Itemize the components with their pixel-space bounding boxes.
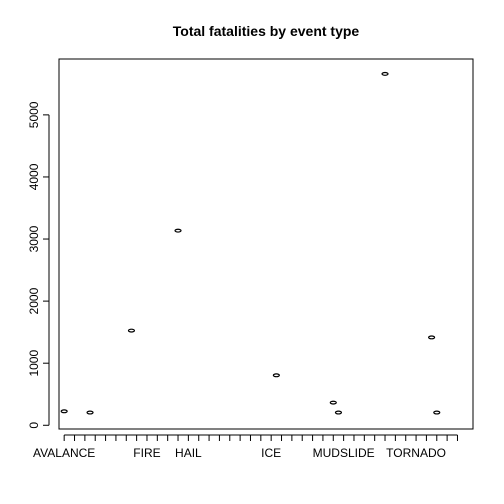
y-tick-label: 2000	[27, 287, 41, 314]
data-point	[174, 228, 182, 233]
y-tick-label: 3000	[27, 225, 41, 252]
x-tick-label: ICE	[261, 446, 281, 460]
x-tick-label: AVALANCE	[33, 446, 95, 460]
chart-title: Total fatalities by event type	[173, 23, 360, 39]
y-axis: 0 1000 2000 3000 4000 5000	[27, 101, 50, 429]
data-point	[334, 410, 343, 415]
data-point	[272, 373, 280, 378]
x-tick-label: TORNADO	[386, 446, 446, 460]
y-tick-label: 1000	[27, 350, 41, 377]
x-axis: AVALANCE FIRE HAIL ICE MUDSLIDE TORNADO	[33, 434, 458, 460]
data-point	[329, 400, 337, 405]
data-point	[433, 410, 441, 415]
data-point	[381, 71, 389, 76]
y-tick-label: 5000	[27, 101, 41, 128]
x-tick-label: HAIL	[175, 446, 202, 460]
y-tick-label: 0	[27, 422, 41, 429]
data-point	[86, 410, 94, 415]
data-point	[127, 328, 136, 333]
data-point	[428, 335, 436, 340]
x-tick-label: FIRE	[133, 446, 160, 460]
x-tick-label: MUDSLIDE	[313, 446, 375, 460]
y-tick-label: 4000	[27, 163, 41, 190]
data-point	[60, 409, 68, 414]
plot-frame	[58, 58, 474, 430]
data-points	[60, 71, 441, 415]
